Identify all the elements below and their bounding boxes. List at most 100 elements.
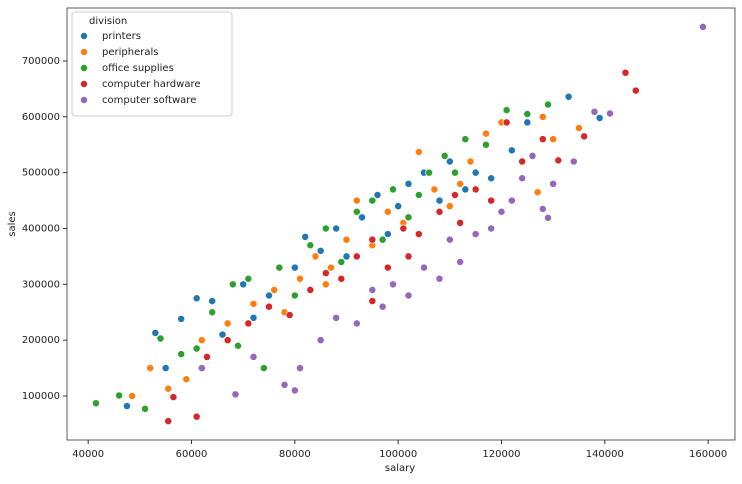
- point: [151, 328, 160, 337]
- point: [197, 364, 206, 373]
- point: [590, 107, 599, 116]
- y-tick-label: 500000: [22, 168, 60, 179]
- point: [595, 113, 604, 122]
- point: [337, 258, 346, 266]
- point: [538, 112, 547, 121]
- point: [115, 391, 124, 400]
- point: [451, 191, 459, 199]
- point: [156, 334, 165, 343]
- x-tick-label: 120000: [482, 449, 520, 460]
- point: [249, 352, 258, 361]
- point: [538, 135, 547, 144]
- point: [451, 168, 459, 177]
- point: [523, 110, 532, 118]
- point: [296, 364, 304, 373]
- point: [456, 258, 465, 266]
- point: [208, 297, 217, 306]
- point: [280, 380, 289, 389]
- legend-label: office supplies: [102, 63, 174, 74]
- legend-label: peripherals: [102, 47, 158, 58]
- point: [301, 232, 310, 241]
- point: [430, 185, 439, 194]
- legend-marker: [80, 80, 88, 88]
- point: [482, 140, 490, 149]
- point: [218, 330, 227, 339]
- point: [306, 241, 315, 250]
- point: [549, 135, 558, 144]
- point: [507, 146, 516, 155]
- x-tick-label: 100000: [379, 449, 417, 460]
- point: [169, 393, 178, 402]
- point: [259, 364, 268, 373]
- point: [414, 148, 423, 156]
- point: [575, 124, 583, 132]
- legend-label: computer software: [102, 95, 196, 106]
- point: [321, 224, 330, 233]
- point: [497, 207, 506, 216]
- point: [389, 185, 397, 194]
- point: [192, 344, 201, 353]
- point: [445, 235, 454, 244]
- point: [471, 230, 480, 239]
- point: [352, 319, 361, 328]
- point: [435, 196, 444, 205]
- point: [368, 235, 377, 244]
- point: [177, 314, 186, 323]
- y-tick-label: 200000: [22, 335, 60, 346]
- point: [487, 174, 496, 183]
- point: [456, 179, 465, 188]
- point: [146, 364, 155, 373]
- point: [306, 285, 315, 294]
- point: [321, 269, 330, 278]
- point: [440, 151, 449, 160]
- point: [544, 100, 552, 109]
- point: [404, 291, 413, 300]
- point: [270, 285, 279, 294]
- point: [389, 280, 397, 289]
- point: [192, 412, 201, 421]
- point: [290, 386, 299, 395]
- point: [265, 302, 273, 311]
- point: [316, 246, 325, 255]
- point: [487, 224, 496, 233]
- legend-marker: [80, 64, 88, 72]
- point: [197, 336, 206, 345]
- point: [482, 129, 490, 138]
- point: [606, 109, 614, 118]
- point: [164, 417, 173, 426]
- point: [471, 185, 480, 194]
- point: [368, 196, 377, 205]
- point: [342, 252, 351, 261]
- point: [523, 118, 532, 127]
- point: [373, 191, 382, 199]
- point: [239, 280, 248, 289]
- point: [141, 404, 149, 413]
- point: [249, 313, 258, 322]
- point: [487, 196, 496, 205]
- point: [368, 297, 377, 306]
- point: [203, 352, 211, 361]
- y-tick-label: 600000: [22, 112, 60, 123]
- point: [332, 224, 341, 233]
- point: [296, 274, 304, 283]
- point: [502, 118, 511, 127]
- point: [564, 92, 573, 101]
- point: [164, 384, 173, 393]
- point: [502, 106, 511, 115]
- point: [518, 174, 527, 183]
- x-tick-label: 140000: [586, 449, 624, 460]
- point: [420, 263, 428, 272]
- point: [358, 213, 366, 222]
- point: [538, 205, 547, 213]
- point: [435, 274, 444, 283]
- point: [404, 213, 413, 222]
- point: [461, 185, 470, 194]
- point: [275, 263, 284, 272]
- point: [208, 308, 217, 317]
- point: [244, 274, 253, 283]
- legend-title: division: [89, 16, 127, 27]
- point: [316, 336, 325, 345]
- point: [342, 235, 351, 244]
- point: [471, 168, 480, 177]
